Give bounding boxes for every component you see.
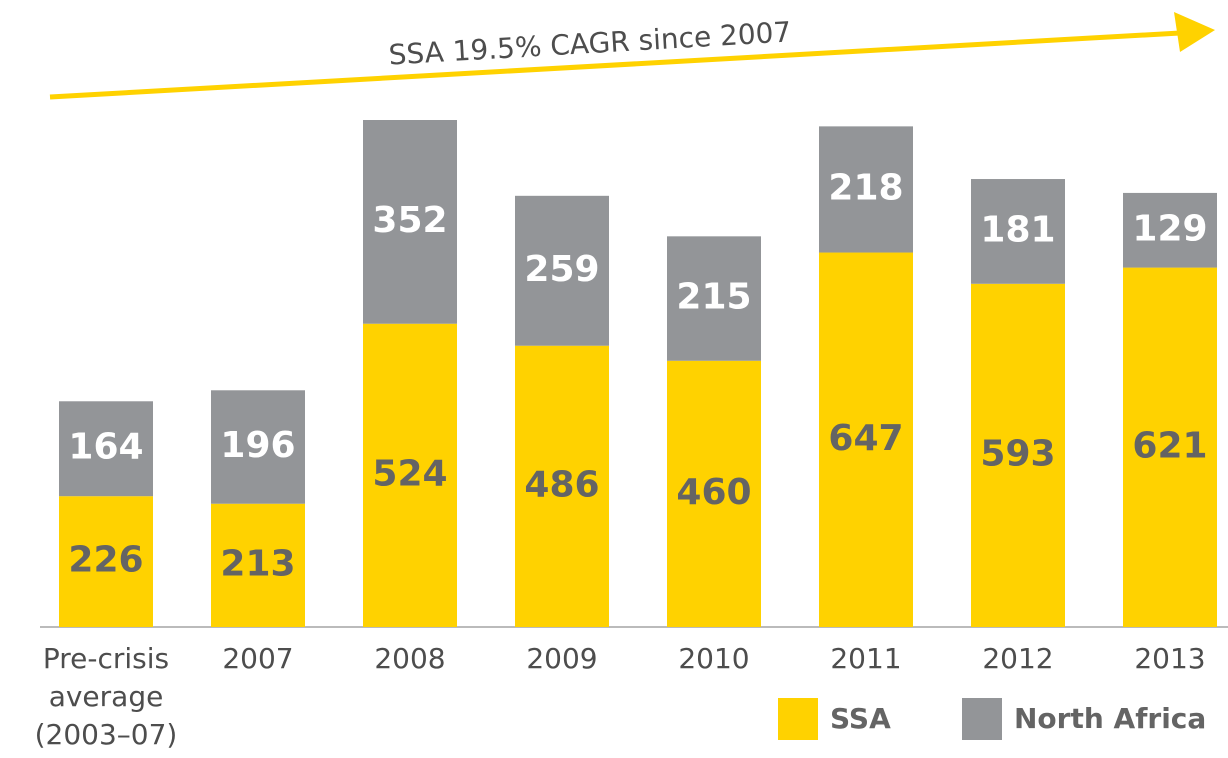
value-label: 164	[68, 427, 143, 468]
bar-segment	[971, 283, 1065, 627]
legend-label: North Africa	[1014, 702, 1206, 735]
bar-segment	[211, 503, 305, 627]
value-label: 524	[372, 453, 447, 494]
legend-label: SSA	[830, 702, 891, 735]
x-tick-label: Pre-crisis average (2003–07)	[34, 642, 178, 751]
value-label: 460	[676, 472, 751, 513]
bar-segment	[59, 401, 153, 497]
value-label: 215	[676, 277, 751, 318]
x-tick-label: 2013	[1134, 642, 1206, 675]
value-label: 181	[980, 209, 1055, 250]
annotation: SSA 19.5% CAGR since 2007	[388, 15, 792, 71]
x-tick-label: 2007	[222, 642, 294, 675]
x-tick-label: 2008	[374, 642, 446, 675]
value-label: 259	[524, 249, 599, 290]
bar-segment	[515, 195, 609, 346]
arrow-head	[1174, 12, 1215, 52]
bar-segment	[59, 496, 153, 627]
bar-segment	[363, 120, 457, 324]
value-label: 486	[524, 464, 599, 505]
x-tick-label: 2010	[678, 642, 750, 675]
value-label: 196	[220, 425, 295, 466]
bar-segment	[667, 360, 761, 627]
value-label: 352	[372, 200, 447, 241]
value-label: 593	[980, 433, 1055, 474]
x-tick-label: 2012	[982, 642, 1054, 675]
value-label: 218	[828, 167, 903, 208]
bar-segment	[819, 252, 913, 628]
x-tick-label: 2009	[526, 642, 598, 675]
bar-segment	[971, 179, 1065, 284]
bar-segment	[667, 236, 761, 361]
bar-segment	[211, 390, 305, 504]
value-label: 213	[220, 543, 295, 584]
bar-segment	[363, 323, 457, 627]
bar-segment	[1123, 267, 1217, 627]
value-label: 226	[68, 540, 143, 581]
value-label: 621	[1132, 425, 1207, 466]
value-label: 129	[1132, 208, 1207, 249]
legend-swatch	[962, 698, 1002, 740]
bar-segment	[1123, 192, 1217, 268]
legend-swatch	[778, 698, 818, 740]
value-label: 647	[828, 418, 903, 459]
bar-segment	[819, 126, 913, 253]
x-tick-label: 2011	[830, 642, 902, 675]
trend-arrow	[49, 30, 1181, 100]
bar-segment	[515, 345, 609, 627]
